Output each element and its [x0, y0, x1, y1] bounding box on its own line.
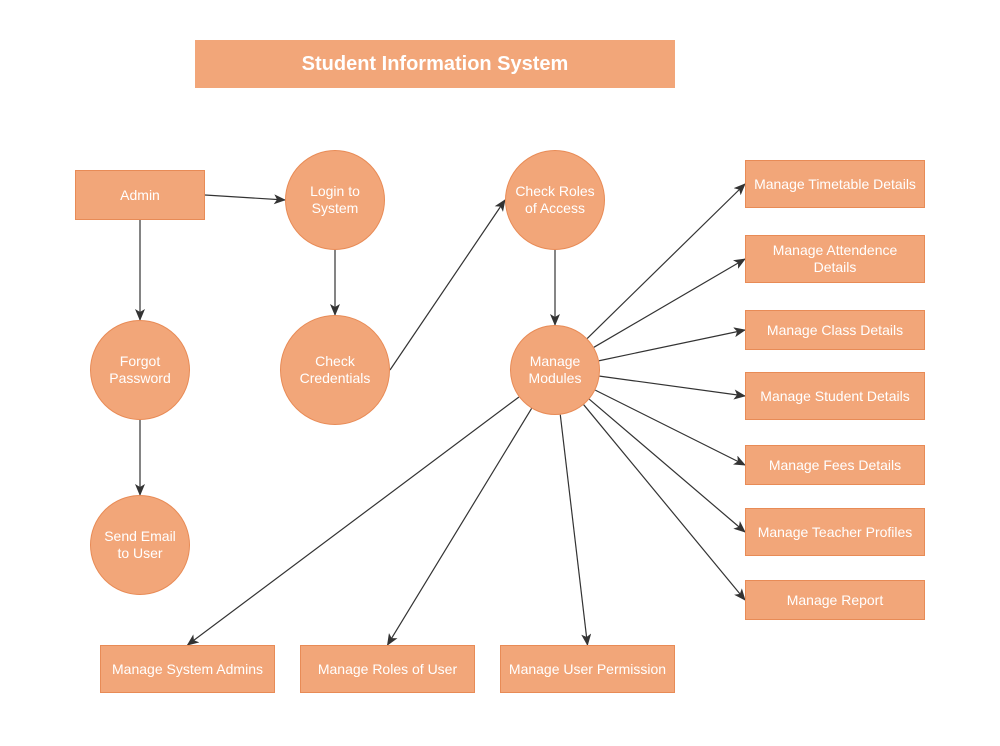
edge-manage_modules-to-timetable	[587, 184, 745, 339]
edge-check_cred-to-check_roles	[390, 200, 505, 370]
node-rect-class: Manage Class Details	[745, 310, 925, 350]
edge-admin-to-login	[205, 195, 285, 200]
edge-manage_modules-to-report	[584, 405, 745, 600]
node-circle-check_cred: Check Credentials	[280, 315, 390, 425]
edge-manage_modules-to-student	[600, 376, 745, 396]
node-rect-attendance: Manage Attendence Details	[745, 235, 925, 283]
node-rect-admin: Admin	[75, 170, 205, 220]
node-rect-timetable: Manage Timetable Details	[745, 160, 925, 208]
node-rect-student: Manage Student Details	[745, 372, 925, 420]
node-circle-forgot: Forgot Password	[90, 320, 190, 420]
node-rect-roles_user: Manage Roles of User	[300, 645, 475, 693]
edge-manage_modules-to-sys_admins	[188, 397, 519, 645]
node-circle-login: Login to System	[285, 150, 385, 250]
node-rect-teacher: Manage Teacher Profiles	[745, 508, 925, 556]
node-rect-user_perm: Manage User Permission	[500, 645, 675, 693]
node-rect-report: Manage Report	[745, 580, 925, 620]
diagram-title: Student Information System	[195, 40, 675, 88]
node-circle-send_email: Send Email to User	[90, 495, 190, 595]
node-circle-check_roles: Check Roles of Access	[505, 150, 605, 250]
node-rect-sys_admins: Manage System Admins	[100, 645, 275, 693]
edge-manage_modules-to-roles_user	[388, 408, 532, 645]
edge-manage_modules-to-fees	[595, 390, 745, 465]
node-circle-manage_modules: Manage Modules	[510, 325, 600, 415]
edge-manage_modules-to-attendance	[594, 259, 745, 347]
edge-manage_modules-to-teacher	[589, 399, 745, 532]
node-rect-fees: Manage Fees Details	[745, 445, 925, 485]
edge-manage_modules-to-class	[599, 330, 745, 361]
edge-manage_modules-to-user_perm	[560, 415, 587, 645]
